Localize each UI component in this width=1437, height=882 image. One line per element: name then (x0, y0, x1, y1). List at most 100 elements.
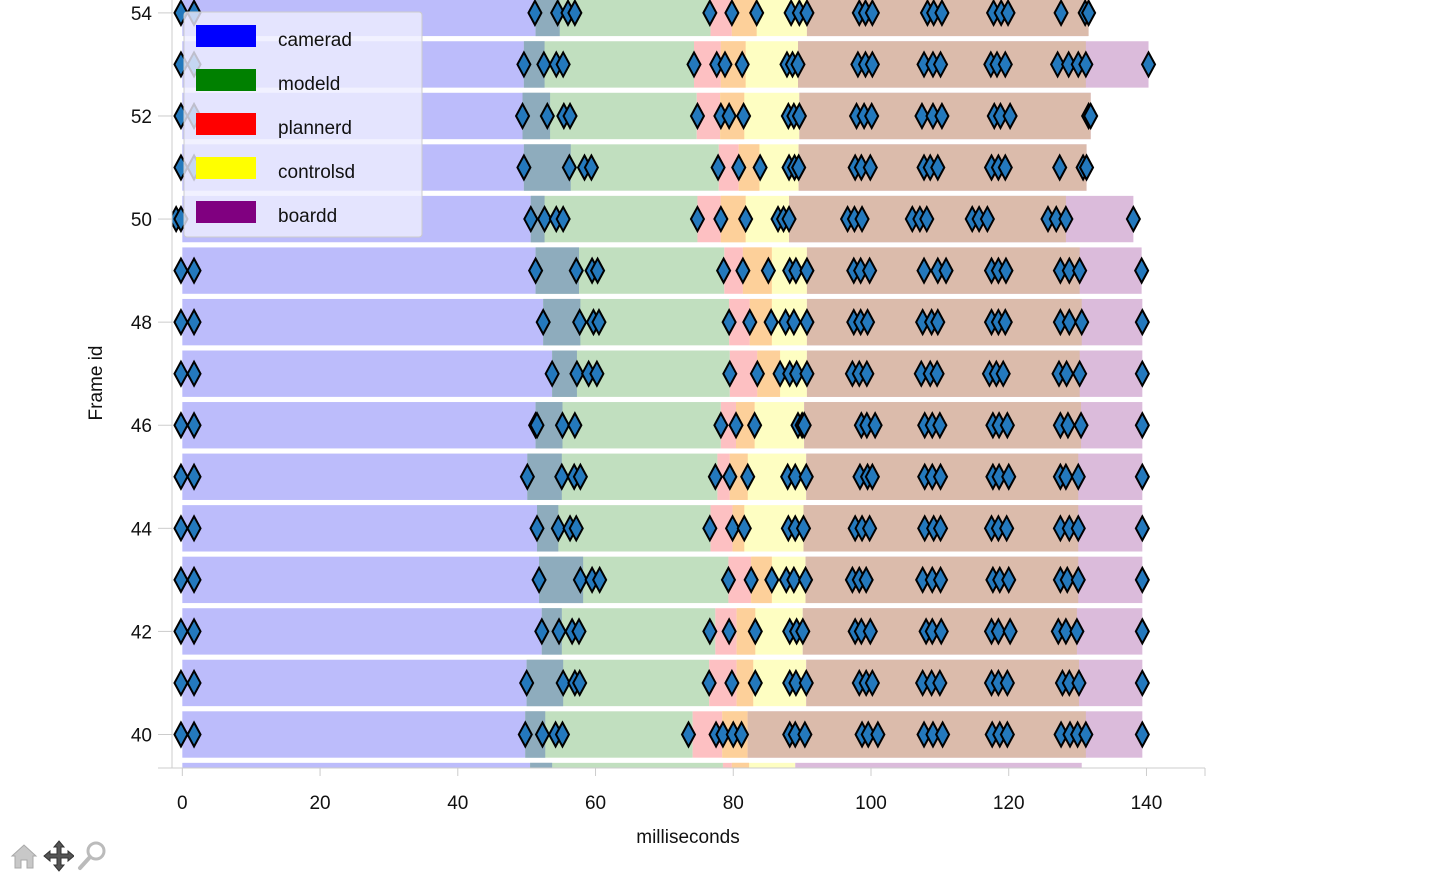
event-marker (1002, 617, 1018, 646)
event-marker (1134, 720, 1150, 749)
camerad-bar (182, 505, 559, 552)
event-marker (781, 204, 797, 234)
camerad-modeld-overlap-bar (523, 41, 545, 88)
legend: camerad modeld plannerd controlsd boardd (183, 11, 423, 238)
camerad-bar (182, 762, 553, 768)
home-icon (10, 844, 38, 869)
event-marker (854, 204, 870, 234)
event-marker (720, 565, 737, 594)
event-marker (544, 359, 560, 388)
event-marker (799, 0, 815, 27)
event-markers (172, 0, 1157, 749)
camerad-bar (182, 298, 581, 346)
plannerd-controlsd-overlap-bar (731, 762, 750, 768)
event-marker (1072, 256, 1088, 285)
event-marker (791, 101, 808, 131)
event-marker (186, 411, 202, 440)
event-marker (186, 308, 202, 337)
event-marker (186, 514, 202, 543)
event-marker (1061, 256, 1077, 285)
x-tick-label: 20 (309, 793, 330, 814)
camerad-bar (182, 711, 546, 758)
event-marker (555, 668, 571, 698)
event-marker (786, 565, 802, 594)
event-marker (173, 668, 189, 698)
event-marker (990, 617, 1007, 646)
pan-button[interactable] (42, 838, 74, 874)
legend-label-boardd: boardd (278, 206, 337, 227)
event-marker (1058, 359, 1075, 388)
event-marker (1080, 0, 1097, 27)
event-marker (568, 514, 584, 543)
event-marker (1134, 565, 1150, 594)
event-marker (1072, 359, 1088, 388)
event-marker (572, 565, 589, 594)
event-marker (998, 256, 1014, 285)
event-marker (735, 101, 752, 131)
event-marker (724, 668, 740, 698)
event-marker (979, 204, 996, 234)
y-axis-label: Frame id (86, 346, 107, 421)
event-marker (1134, 668, 1150, 698)
home-button[interactable] (8, 838, 40, 874)
x-tick-label: 140 (1131, 793, 1163, 814)
event-marker (534, 720, 551, 749)
event-marker (862, 153, 878, 182)
navigation-toolbar (8, 838, 108, 874)
zoom-button[interactable] (76, 838, 108, 874)
y-tick-label: 42 (131, 622, 152, 643)
controlsd-boardd-overlap-bar (806, 0, 1089, 37)
event-marker (870, 720, 886, 749)
y-tick-label: 50 (131, 210, 152, 231)
event-marker (680, 720, 697, 749)
event-marker (173, 462, 189, 491)
event-marker (859, 359, 875, 388)
event-marker (1074, 308, 1090, 337)
event-marker (539, 101, 555, 131)
event-marker (1078, 720, 1094, 749)
event-marker (186, 462, 202, 491)
event-marker (527, 0, 543, 27)
event-marker (1134, 256, 1150, 285)
event-marker (1134, 411, 1150, 440)
event-marker (864, 462, 881, 491)
event-marker (997, 50, 1013, 79)
frame-bars (182, 0, 1149, 768)
y-tick-label: 48 (131, 313, 152, 334)
event-marker (186, 668, 202, 698)
event-marker (916, 256, 932, 285)
event-marker (173, 256, 189, 285)
event-marker (713, 411, 729, 440)
plannerd-controlsd-overlap-bar (736, 659, 754, 707)
event-marker (707, 462, 723, 491)
event-marker (186, 565, 202, 594)
event-marker (186, 359, 202, 388)
event-marker (689, 204, 706, 234)
event-marker (733, 720, 750, 749)
event-marker (760, 256, 777, 285)
event-marker (713, 204, 729, 234)
event-marker (572, 668, 588, 698)
plannerd-controlsd-overlap-bar (736, 608, 756, 655)
event-marker (173, 359, 189, 388)
event-marker (746, 411, 763, 440)
event-marker (736, 514, 752, 543)
event-marker (1070, 462, 1086, 491)
event-marker (516, 50, 532, 79)
event-marker (1134, 617, 1150, 646)
event-marker (529, 514, 545, 543)
event-marker (799, 359, 815, 388)
event-marker (932, 514, 949, 543)
event-marker (1069, 617, 1085, 646)
plannerd-controlsd-overlap-bar (738, 144, 760, 191)
event-marker (930, 308, 946, 337)
legend-label-controlsd: controlsd (278, 162, 355, 183)
event-marker (1070, 514, 1086, 543)
event-marker (791, 153, 807, 182)
event-marker (173, 617, 189, 646)
plannerd-controlsd-overlap-bar (729, 453, 748, 500)
camerad-bar (182, 350, 577, 397)
event-marker (186, 720, 202, 749)
event-marker (536, 50, 552, 79)
event-marker (1078, 50, 1094, 79)
